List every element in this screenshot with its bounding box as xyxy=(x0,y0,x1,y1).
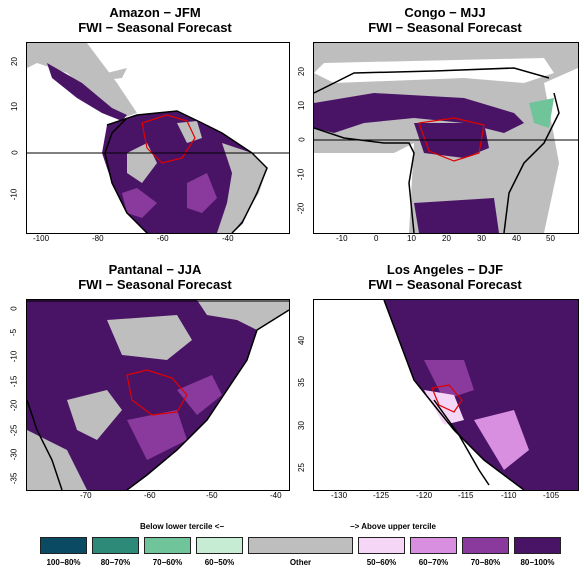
x-tick: 50 xyxy=(546,234,555,243)
x-tick: -110 xyxy=(501,491,517,500)
panel-title: Amazon − JFM FWI − Seasonal Forecast xyxy=(20,5,290,35)
y-tick: -20 xyxy=(296,202,306,215)
x-tick: 10 xyxy=(407,234,416,243)
legend-label: 50−60% xyxy=(366,558,397,567)
y-tick: -30 xyxy=(9,448,19,461)
y-tick: 40 xyxy=(296,336,306,345)
panel-title: Los Angeles − DJF FWI − Seasonal Forecas… xyxy=(310,262,580,292)
title-line1: Amazon − JFM xyxy=(109,5,201,20)
x-tick: 20 xyxy=(442,234,451,243)
y-tick: 0 xyxy=(9,306,19,311)
y-tick: 10 xyxy=(296,101,306,110)
map-pantanal xyxy=(26,299,290,491)
legend-label: 70−80% xyxy=(470,558,501,567)
y-tick: -20 xyxy=(9,399,19,412)
legend-below-label: Below lower tercile <− xyxy=(140,522,225,531)
y-tick: -10 xyxy=(9,188,19,201)
panel-title: Pantanal − JJA FWI − Seasonal Forecast xyxy=(20,262,290,292)
x-tick: -120 xyxy=(416,491,433,500)
x-tick: -100 xyxy=(33,234,50,243)
y-tick: -5 xyxy=(9,328,19,337)
legend-swatch xyxy=(358,537,405,554)
legend-label: 70−60% xyxy=(152,558,183,567)
legend-swatch xyxy=(514,537,561,554)
x-tick: 40 xyxy=(512,234,521,243)
x-tick: -60 xyxy=(157,234,169,243)
y-tick: 10 xyxy=(9,102,19,111)
legend-swatch xyxy=(144,537,191,554)
x-tick: -115 xyxy=(458,491,474,500)
y-tick: 30 xyxy=(296,421,306,430)
x-tick: -70 xyxy=(80,491,92,500)
title-line1: Pantanal − JJA xyxy=(108,262,202,277)
x-tick: -105 xyxy=(543,491,560,500)
legend-label: 60−50% xyxy=(204,558,235,567)
legend-swatch xyxy=(196,537,243,554)
legend-swatch xyxy=(92,537,139,554)
y-tick: 0 xyxy=(10,150,20,155)
x-tick: -125 xyxy=(373,491,390,500)
legend-label: 100−80% xyxy=(46,558,81,567)
title-line2: FWI − Seasonal Forecast xyxy=(78,277,232,292)
legend-swatch xyxy=(462,537,509,554)
map-congo xyxy=(313,42,579,234)
legend-swatch xyxy=(248,537,353,554)
x-tick: -50 xyxy=(206,491,218,500)
legend-label: Other xyxy=(289,558,312,567)
legend-swatch xyxy=(40,537,87,554)
y-tick: 0 xyxy=(297,137,307,142)
y-tick: -10 xyxy=(296,168,306,181)
y-tick: -35 xyxy=(9,472,19,485)
x-tick: 0 xyxy=(374,234,379,243)
title-line2: FWI − Seasonal Forecast xyxy=(368,277,522,292)
legend-swatch xyxy=(410,537,457,554)
legend-above-label: −> Above upper tercile xyxy=(350,522,436,531)
x-tick: 30 xyxy=(477,234,486,243)
title-line1: Congo − MJJ xyxy=(404,5,486,20)
y-tick: -10 xyxy=(9,350,19,363)
legend-label: 80−100% xyxy=(520,558,555,567)
y-tick: 20 xyxy=(9,57,19,66)
x-tick: -40 xyxy=(222,234,234,243)
map-los-angeles xyxy=(313,299,579,491)
legend-label: 60−70% xyxy=(418,558,449,567)
map-amazon xyxy=(26,42,290,234)
y-tick: 35 xyxy=(296,378,306,387)
x-tick: -10 xyxy=(336,234,348,243)
x-tick: -40 xyxy=(270,491,282,500)
y-tick: -15 xyxy=(9,375,19,388)
title-line1: Los Angeles − DJF xyxy=(386,262,504,277)
y-tick: 25 xyxy=(296,463,306,472)
panel-title: Congo − MJJ FWI − Seasonal Forecast xyxy=(310,5,580,35)
y-tick: -25 xyxy=(9,424,19,437)
x-tick: -130 xyxy=(331,491,348,500)
legend-label: 80−70% xyxy=(100,558,131,567)
y-tick: 20 xyxy=(296,67,306,76)
x-tick: -80 xyxy=(92,234,104,243)
title-line2: FWI − Seasonal Forecast xyxy=(78,20,232,35)
x-tick: -60 xyxy=(144,491,156,500)
title-line2: FWI − Seasonal Forecast xyxy=(368,20,522,35)
